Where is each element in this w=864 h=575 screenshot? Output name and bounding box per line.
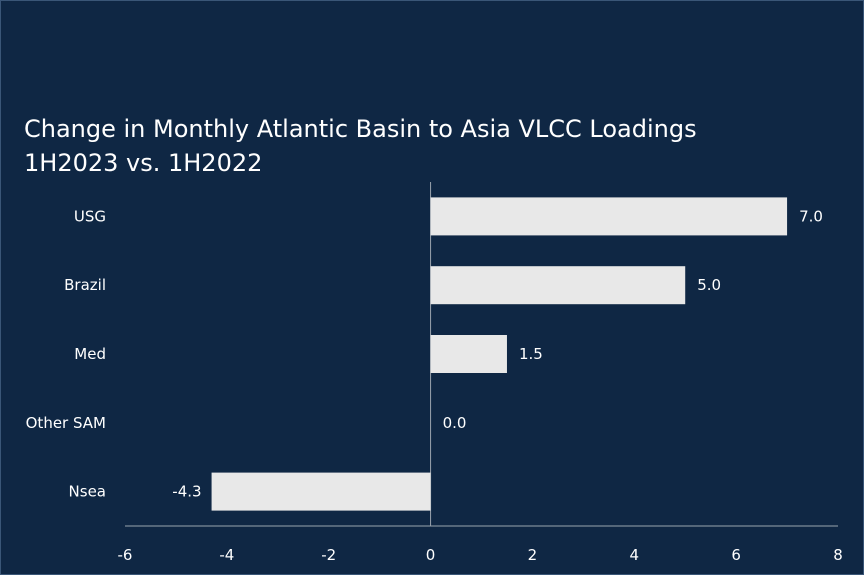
x-tick-label: 0 <box>426 546 436 564</box>
chart-title: Change in Monthly Atlantic Basin to Asia… <box>24 115 697 143</box>
x-tick-label: 6 <box>731 546 741 564</box>
data-label: -4.3 <box>172 483 201 501</box>
y-tick-label: Nsea <box>69 483 106 501</box>
y-tick-label: Med <box>74 345 106 363</box>
y-tick-label: USG <box>74 207 106 225</box>
data-label: 5.0 <box>697 276 721 294</box>
bar <box>430 335 507 373</box>
bar <box>430 266 686 305</box>
data-label: 0.0 <box>443 414 467 432</box>
y-tick-label: Other SAM <box>26 414 106 432</box>
x-tick-label: 2 <box>528 546 538 564</box>
chart-subtitle: 1H2023 vs. 1H2022 <box>24 149 263 177</box>
bar <box>211 472 431 511</box>
chart-title-block: Change in Monthly Atlantic Basin to Asia… <box>24 112 697 180</box>
data-label: 1.5 <box>519 345 543 363</box>
x-tick-label: -4 <box>219 546 234 564</box>
x-tick-label: 4 <box>630 546 640 564</box>
y-tick-label: Brazil <box>64 276 106 294</box>
x-tick-label: 8 <box>833 546 843 564</box>
data-label: 7.0 <box>799 207 823 225</box>
x-tick-label: -6 <box>118 546 133 564</box>
bar <box>430 197 788 236</box>
x-tick-label: -2 <box>321 546 336 564</box>
